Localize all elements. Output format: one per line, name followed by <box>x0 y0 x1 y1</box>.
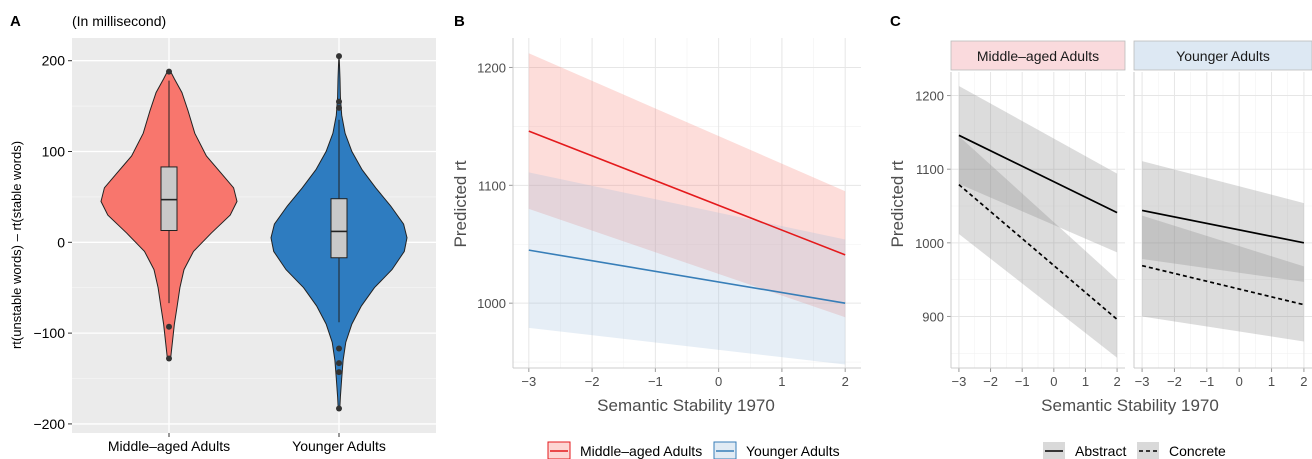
panel-c-x-tick-label: 2 <box>1113 374 1120 389</box>
panel-c-ribbon <box>958 136 1118 358</box>
panel-c-x-tick-label: −1 <box>1015 374 1030 389</box>
panel-b-y-tick-label: 1100 <box>478 178 506 193</box>
panel-a-outlier-point <box>336 104 342 111</box>
panel-c-y-tick-label: 1200 <box>915 89 944 104</box>
panel-c-y-tick-label: 900 <box>922 309 944 324</box>
panel-b-ribbon-0 <box>528 53 846 318</box>
panel-c-x-tick-label: 0 <box>1236 374 1243 389</box>
panel-b-x-tick-label: 2 <box>842 374 849 389</box>
panel-a-outlier-point <box>166 68 172 75</box>
panel-c-ribbon <box>1142 215 1304 342</box>
panel-label-b: B <box>454 13 465 30</box>
panel-c-legend-label-1: Concrete <box>1169 443 1226 459</box>
panel-c-x-tick-label: −3 <box>1135 374 1150 389</box>
panel-a-y-tick-label: 200 <box>42 53 66 69</box>
panel-c-ribbon <box>958 86 1118 253</box>
panel-a-y-axis-label: rt(unstable words) – rt(stable words) <box>9 141 24 349</box>
panel-c-facet-strip-1 <box>1133 40 1312 71</box>
panel-b-x-tick-label: 0 <box>715 374 722 389</box>
panel-b-legend-label-0: Middle–aged Adults <box>580 443 702 459</box>
panel-a-y-tick-label: −100 <box>33 325 65 341</box>
panel-a-outlier-point <box>166 323 172 330</box>
panel-c-ribbon <box>1142 161 1304 282</box>
panel-a-y-tick-label: 100 <box>42 144 66 160</box>
panel-a-y-tick-label: 0 <box>57 234 65 250</box>
panel-c-x-tick-label: −3 <box>951 374 966 389</box>
panel-a-box-0 <box>160 166 178 232</box>
panel-c-x-tick-label: 0 <box>1050 374 1057 389</box>
panel-b-ribbon-1 <box>528 172 846 365</box>
panel-c-y-tick-label: 1100 <box>916 162 944 177</box>
panel-label-a: A <box>10 13 21 30</box>
panel-a-outlier-point <box>336 98 342 105</box>
panel-b-line-chart: Semantic Stability 1970 Predicted rt −3 −… <box>451 38 861 459</box>
panel-b-series-line-1 <box>528 249 846 304</box>
panel-b-y-axis-label: Predicted rt <box>451 160 470 247</box>
panel-a-box-1 <box>330 198 348 259</box>
panel-c-y-axis-label: Predicted rt <box>888 160 907 247</box>
panel-c-legend-label-0: Abstract <box>1075 443 1126 459</box>
panel-c-facet-title-0: Middle–aged Adults <box>977 48 1099 64</box>
panel-a-outlier-point <box>336 369 342 376</box>
panel-c-faceted-line-chart: Semantic Stability 1970 Predicted rt 900… <box>888 40 1312 459</box>
panel-c-facet-title-1: Younger Adults <box>1176 48 1270 64</box>
panel-a-outlier-point <box>336 345 342 352</box>
panel-a-outlier-point <box>336 53 342 60</box>
panel-label-c: C <box>890 13 901 30</box>
panel-c-x-tick-label: 1 <box>1082 374 1089 389</box>
panel-c-x-tick-label: −2 <box>983 374 998 389</box>
panel-a-outlier-point <box>166 355 172 362</box>
panel-c-x-tick-label: 1 <box>1268 374 1275 389</box>
panel-a-outlier-point <box>336 360 342 367</box>
panel-a-x-tick-label: Younger Adults <box>292 438 386 454</box>
panel-b-x-axis-label: Semantic Stability 1970 <box>597 396 775 415</box>
panel-a-outlier-point <box>336 405 342 412</box>
panel-a-title: (In millisecond) <box>72 13 166 29</box>
panel-c-x-tick-label: 2 <box>1300 374 1307 389</box>
panel-c-x-tick-label: −1 <box>1199 374 1214 389</box>
panel-b-y-tick-label: 1000 <box>477 296 506 311</box>
panel-c-series-line-abstract <box>1141 209 1305 244</box>
panel-c-y-tick-label: 1000 <box>915 236 944 251</box>
panel-b-legend-label-1: Younger Adults <box>746 443 840 459</box>
panel-b-x-tick-label: 1 <box>778 374 785 389</box>
panel-b-x-tick-label: −1 <box>648 374 663 389</box>
panel-b-x-tick-label: −2 <box>585 374 600 389</box>
panel-c-x-axis-label: Semantic Stability 1970 <box>1041 396 1219 415</box>
panel-a-y-tick-label: −200 <box>33 416 65 432</box>
panel-b-y-tick-label: 1200 <box>477 60 506 75</box>
panel-c-x-tick-label: −2 <box>1167 374 1182 389</box>
panel-c-facet-strip-0 <box>950 40 1126 71</box>
panel-c-series-line-abstract <box>958 134 1118 214</box>
panel-b-series-line-0 <box>528 130 846 256</box>
panel-a-violin-chart: (In millisecond) rt(unstable words) – rt… <box>9 13 436 454</box>
panel-b-x-tick-label: −3 <box>521 374 536 389</box>
panel-a-x-tick-label: Middle–aged Adults <box>108 438 230 454</box>
